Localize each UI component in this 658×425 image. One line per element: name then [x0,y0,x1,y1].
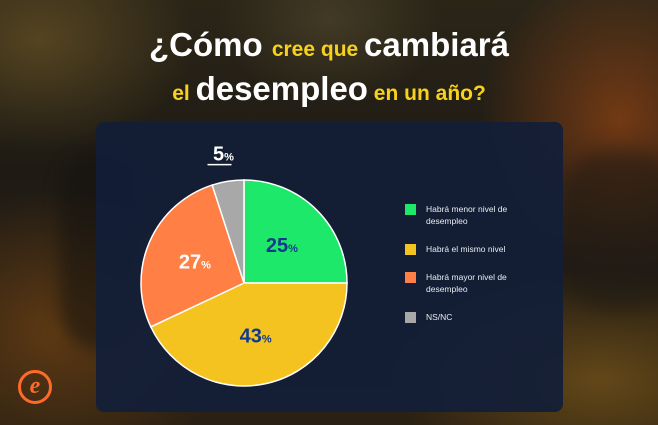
legend-label-line: desempleo [426,216,468,226]
legend-item-nsnc: NS/NC [405,311,565,323]
background-shadow [560,150,658,310]
brand-logo: e [18,370,52,404]
value-number: 25 [266,235,288,257]
pie-slice-mayor [140,184,245,328]
value-number: 27 [179,252,201,274]
pie-slice-menor [243,179,348,284]
legend-label: Habrá mayor nivel de desempleo [426,271,507,295]
legend-swatch [405,312,416,323]
value-label-mismo: 43% [240,325,272,347]
legend-label: Habrá menor nivel de desempleo [426,203,507,227]
legend-item-mayor: Habrá mayor nivel de desempleo [405,271,565,295]
legend-label: NS/NC [426,311,452,323]
value-unit: % [288,243,298,255]
legend-swatch [405,272,416,283]
value-unit: % [224,152,234,164]
legend-swatch [405,204,416,215]
legend-item-mismo: Habrá el mismo nivel [405,243,565,255]
pie-slice-nsnc [211,179,245,284]
title-segment: cree que [271,38,365,61]
legend-label-line: Habrá mayor nivel de [426,272,507,282]
legend-swatch [405,244,416,255]
value-unit: % [201,260,211,272]
value-number: 5 [213,144,224,166]
title-line-2: el desempleo en un año? [0,72,658,105]
title-segment: cambiará [364,26,509,63]
legend-label-line: Habrá menor nivel de [426,204,508,214]
value-label-menor: 25% [266,235,298,257]
legend-label-line: Habrá el mismo nivel [426,244,506,254]
legend-label-line: desempleo [426,284,468,294]
title-segment: en un año? [367,82,486,105]
title-segment: el [172,82,196,105]
legend-label: Habrá el mismo nivel [426,243,505,255]
title-segment: ¿Cómo [149,26,272,63]
value-unit: % [262,333,272,345]
value-label-mayor: 27% [179,252,211,274]
legend-label-line: NS/NC [426,312,453,322]
pie-slice-mismo [149,282,348,387]
value-number: 43 [240,325,262,347]
title-line-1: ¿Cómo cree que cambiará [0,28,658,61]
value-label-nsnc: 5% [213,144,234,166]
title-segment: desempleo [195,70,368,107]
legend-item-menor: Habrá menor nivel de desempleo [405,203,565,227]
